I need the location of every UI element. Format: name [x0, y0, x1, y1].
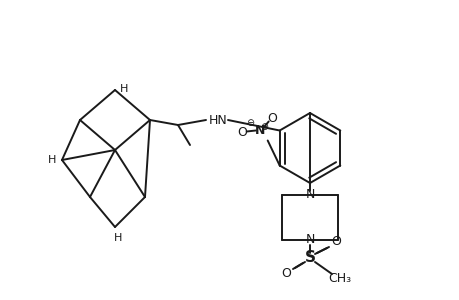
Text: O: O: [266, 112, 276, 125]
Text: H: H: [119, 84, 128, 94]
Text: H: H: [113, 233, 122, 243]
Text: ⊕: ⊕: [259, 122, 267, 131]
Text: CH₃: CH₃: [328, 272, 351, 286]
Text: O: O: [236, 126, 246, 139]
Text: S: S: [304, 250, 315, 266]
Text: H: H: [48, 155, 56, 165]
Text: N: N: [305, 233, 314, 247]
Text: HN: HN: [208, 113, 227, 127]
Text: N: N: [254, 124, 264, 137]
Text: ⊖: ⊖: [245, 118, 253, 128]
Text: O: O: [280, 268, 290, 281]
Text: N: N: [305, 188, 314, 202]
Text: O: O: [330, 236, 340, 248]
